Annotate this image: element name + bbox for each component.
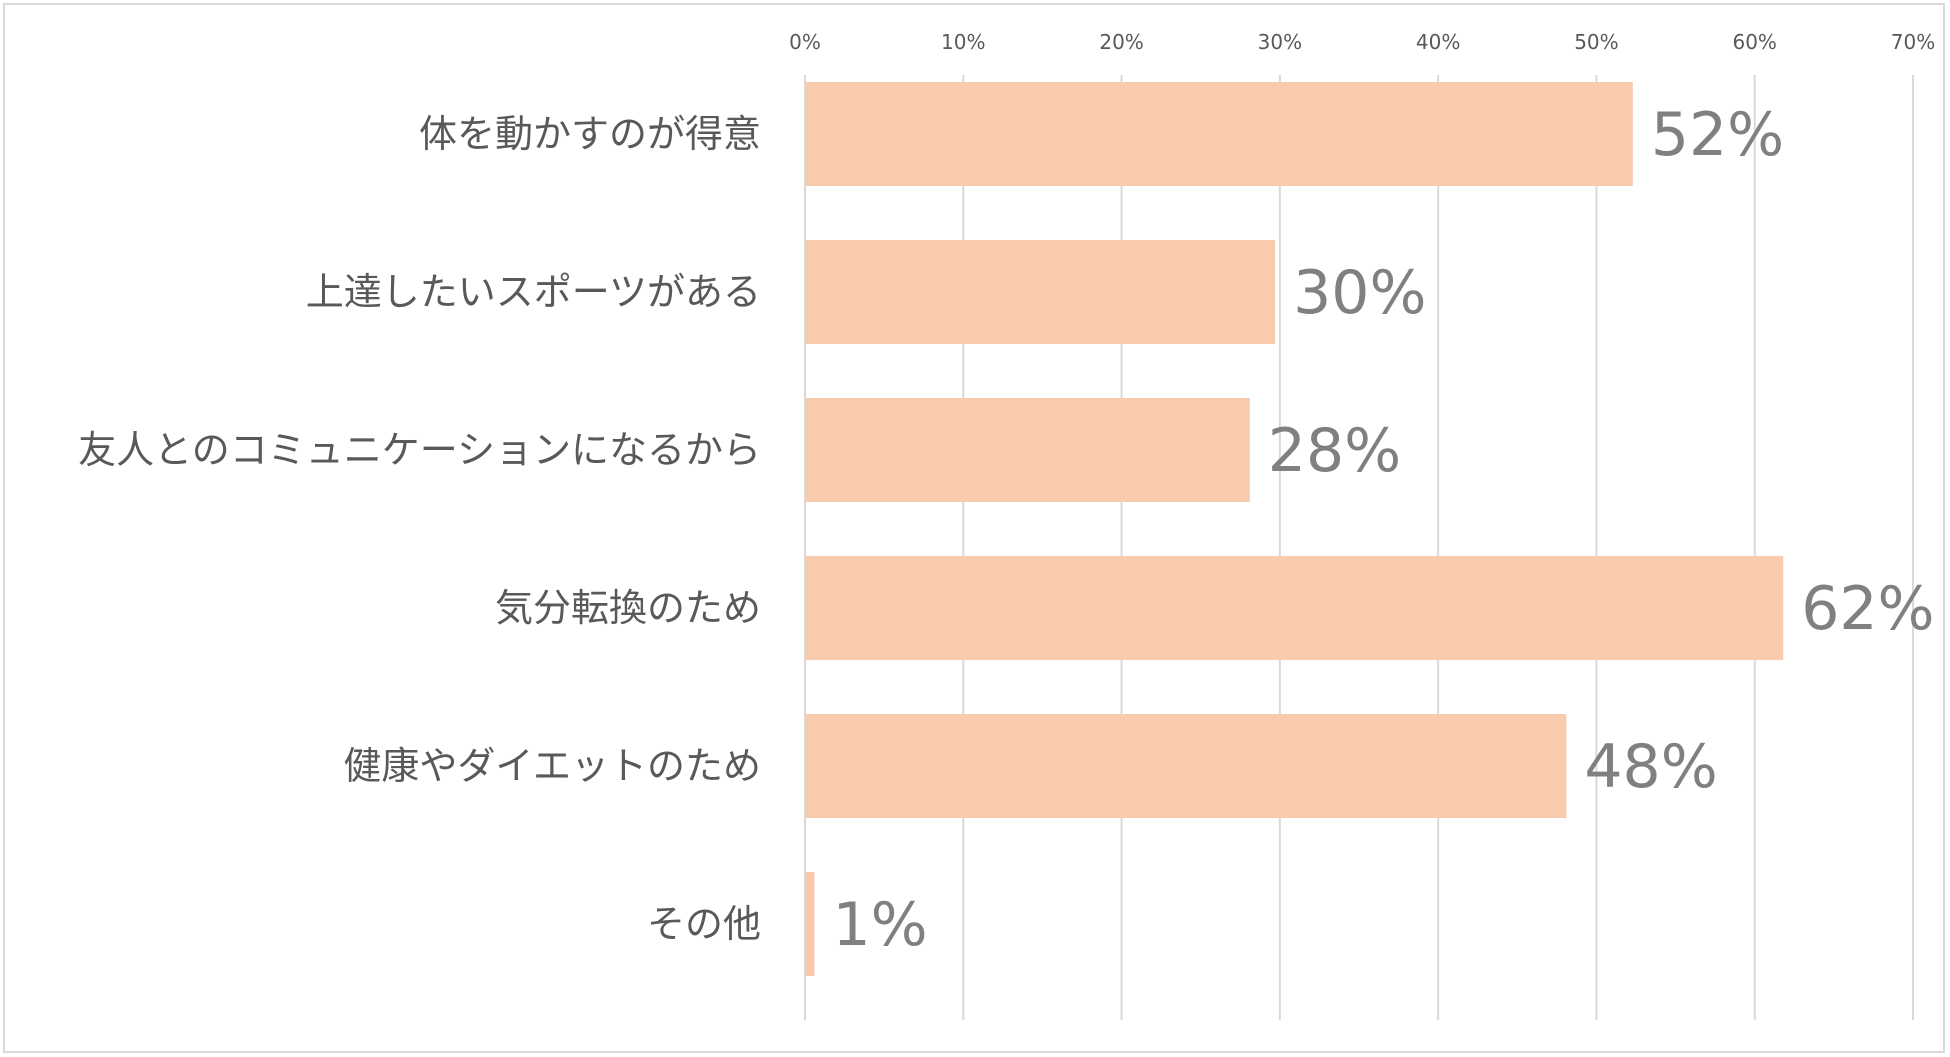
x-tick-label: 30% xyxy=(1258,30,1302,54)
data-label: 48% xyxy=(1584,732,1717,802)
bar xyxy=(805,714,1567,818)
x-axis-tick-labels: 0% 10% 20% 30% 40% 50% 60% 70% xyxy=(789,30,1935,54)
data-label: 1% xyxy=(832,890,927,960)
data-label: 28% xyxy=(1268,416,1401,486)
bar-chart: 0% 10% 20% 30% 40% 50% 60% 70% 体を動かすのが得意上達したいスポ… xyxy=(78,30,1935,1020)
category-label: 気分転換のため xyxy=(495,586,761,630)
data-label: 30% xyxy=(1293,258,1426,328)
x-tick-label: 20% xyxy=(1099,30,1143,54)
category-label: 体を動かすのが得意 xyxy=(419,112,761,156)
x-tick-label: 60% xyxy=(1732,30,1776,54)
category-label: 健康やダイエットのため xyxy=(343,744,761,788)
x-tick-label: 50% xyxy=(1574,30,1618,54)
x-tick-label: 40% xyxy=(1416,30,1460,54)
chart-frame: 0% 10% 20% 30% 40% 50% 60% 70% 体を動かすのが得意上達したいスポ… xyxy=(3,3,1945,1053)
bar xyxy=(805,398,1250,502)
bar xyxy=(805,556,1784,660)
category-label: 上達したいスポーツがある xyxy=(306,270,761,314)
category-label: 友人とのコミュニケーションになるから xyxy=(78,428,761,472)
bars xyxy=(805,82,1784,976)
bar xyxy=(805,240,1276,344)
category-label: その他 xyxy=(647,902,761,946)
x-tick-label: 10% xyxy=(941,30,985,54)
bar xyxy=(805,872,815,976)
data-label: 62% xyxy=(1801,574,1934,644)
data-label: 52% xyxy=(1651,100,1784,170)
x-tick-label: 0% xyxy=(789,30,821,54)
bar xyxy=(805,82,1633,186)
gridlines xyxy=(804,75,1914,1020)
category-labels: 体を動かすのが得意上達したいスポーツがある友人とのコミュニケーションになるから気… xyxy=(78,112,761,946)
data-labels: 52% 30% 28% 62% 48% 1% xyxy=(832,100,1934,960)
x-tick-label: 70% xyxy=(1891,30,1935,54)
